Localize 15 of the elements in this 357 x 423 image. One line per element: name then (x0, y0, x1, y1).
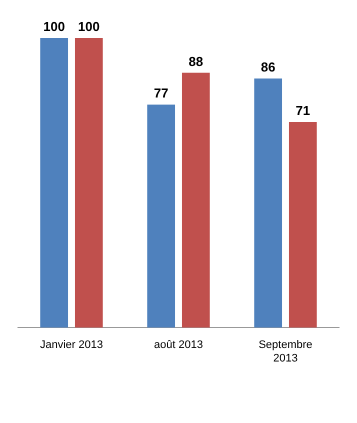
bar (40, 38, 68, 328)
x-tick-label: août 2013 (154, 339, 203, 352)
x-tick-label: Janvier 2013 (40, 339, 103, 352)
bar (254, 78, 282, 328)
data-label: 77 (154, 86, 168, 101)
bar (147, 104, 176, 328)
bar (182, 72, 210, 328)
bar (74, 38, 103, 328)
data-label: 88 (188, 54, 204, 69)
data-label: 86 (260, 60, 276, 75)
bar (288, 122, 317, 328)
x-tick-label: Septembre 2013 (258, 339, 312, 364)
data-label: 71 (296, 103, 310, 118)
data-label: 100 (43, 19, 65, 34)
data-label: 100 (78, 19, 100, 34)
